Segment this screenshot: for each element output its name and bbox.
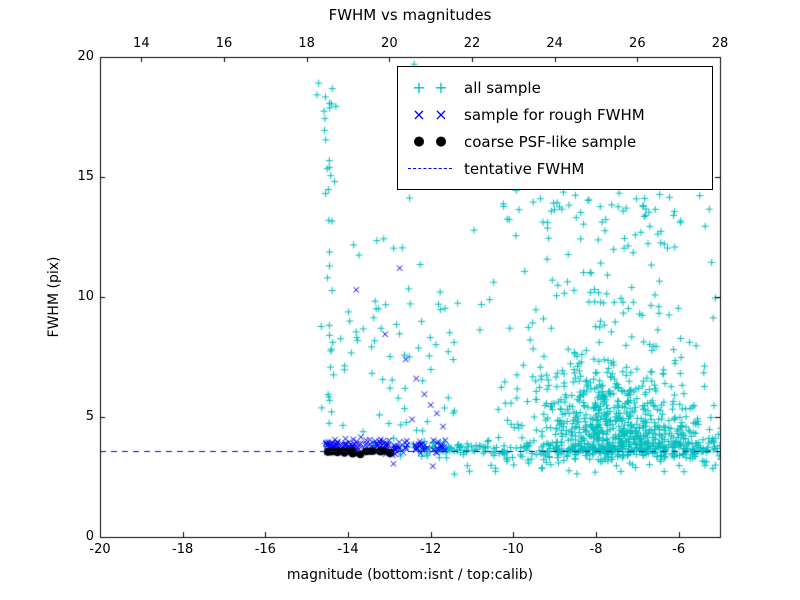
plus-marker-icon: + + (412, 77, 448, 97)
x-axis-top-tick-label: 22 (463, 36, 481, 51)
x-axis-top-tick-label: 14 (133, 36, 150, 51)
y-axis-tick-label: 10 (77, 289, 94, 304)
x-axis-bottom-tick-label: -12 (420, 542, 442, 557)
x-axis-bottom-tick-label: -18 (172, 542, 194, 557)
legend-entry-all-sample: + + all sample (408, 74, 702, 101)
x-axis-top-tick-label: 20 (381, 36, 398, 51)
x-axis-top-tick-label: 18 (298, 36, 315, 51)
legend: + + all sample × × sample for rough FWHM ●… (397, 66, 713, 190)
x-axis-bottom-tick-label: -6 (672, 542, 686, 557)
y-axis-tick-label: 20 (77, 49, 94, 64)
x-axis-top-tick-label: 24 (546, 36, 563, 51)
x-axis-bottom-tick-label: -10 (502, 542, 524, 557)
legend-entry-psf-like: ● ● coarse PSF-like sample (408, 128, 702, 155)
x-axis-bottom-tick-label: -16 (254, 542, 276, 557)
legend-entry-rough-fwhm: × × sample for rough FWHM (408, 101, 702, 128)
legend-label-rough-fwhm: sample for rough FWHM (464, 105, 645, 124)
y-axis-tick-label: 0 (85, 529, 94, 544)
circle-marker-icon: ● ● (413, 133, 447, 149)
dashed-line-icon (408, 168, 452, 169)
x-axis-bottom-tick-label: -14 (337, 542, 359, 557)
x-axis-top-tick-label: 28 (711, 36, 729, 51)
legend-label-all-sample: all sample (464, 78, 541, 97)
x-axis-bottom-tick-label: -8 (589, 542, 603, 557)
y-axis-tick-label: 15 (77, 169, 94, 184)
x-axis-label: magnitude (bottom:isnt / top:calib) (286, 567, 534, 583)
legend-entry-tentative-fwhm: tentative FWHM (408, 155, 702, 182)
x-axis-bottom-tick-label: -20 (89, 542, 111, 557)
y-axis-tick-label: 5 (85, 409, 94, 424)
chart-title: FWHM vs magnitudes (328, 6, 492, 24)
x-axis-top-tick-label: 26 (629, 36, 646, 51)
x-marker-icon: × × (412, 104, 448, 124)
legend-label-psf-like: coarse PSF-like sample (464, 132, 637, 151)
x-axis-top-tick-label: 16 (215, 36, 233, 51)
legend-label-tentative-fwhm: tentative FWHM (464, 159, 585, 178)
